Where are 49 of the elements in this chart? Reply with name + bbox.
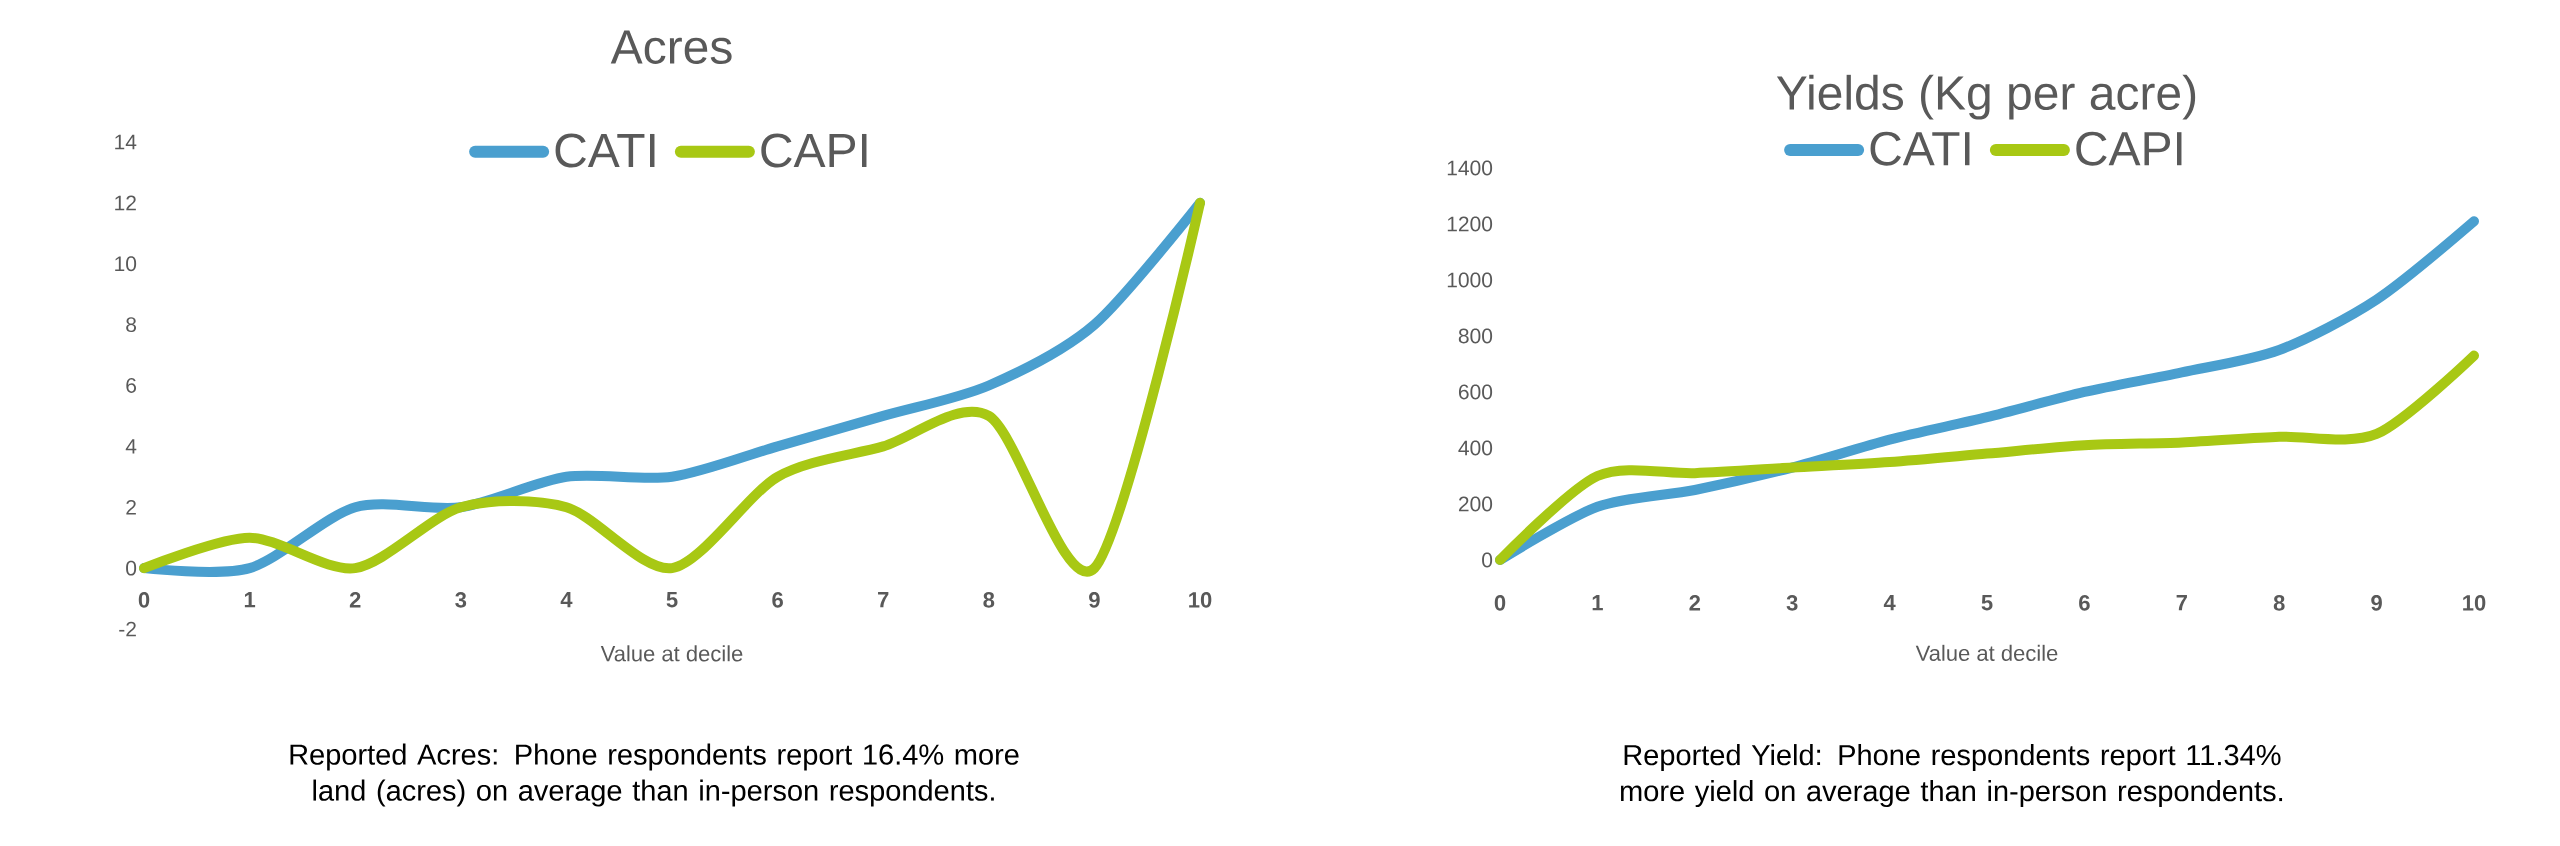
- x-tick-label: 6: [772, 592, 783, 608]
- x-tick-label: 6: [2079, 595, 2090, 611]
- y-tick-label: 1000: [1447, 272, 1493, 288]
- y-tick-label: 1400: [1447, 160, 1493, 176]
- y-tick-label: 10: [115, 256, 137, 272]
- x-tick-label: 2: [349, 592, 361, 608]
- text: Reported Acres: Phone respondents report 16.4% more land (acres) on average than in-person respondents.: [290, 743, 1019, 807]
- chart-title: Yields (Kg per acre): [1776, 74, 2196, 120]
- x-tick-label: 5: [666, 592, 678, 608]
- legend-label: CAPI: [2076, 131, 2182, 166]
- x-tick-label: 0: [1494, 595, 1506, 611]
- chart-title: Acres: [610, 30, 732, 64]
- x-tick-label: 9: [2371, 595, 2382, 611]
- y-tick-label: 4: [125, 439, 137, 454]
- y-tick-label: 800: [1458, 328, 1493, 344]
- y-tick-label: 0: [126, 560, 137, 576]
- y-tick-label: 8: [126, 317, 137, 333]
- y-tick-label: 400: [1458, 440, 1493, 456]
- y-tick-label: 2: [126, 499, 136, 515]
- y-tick-label: 12: [115, 195, 136, 211]
- x-tick-label: 10: [1189, 592, 1212, 608]
- x-tick-label: 0: [138, 592, 150, 608]
- x-tick-label: 7: [878, 592, 889, 608]
- x-tick-label: 9: [1089, 592, 1100, 608]
- x-tick-label: 2: [1689, 595, 1701, 611]
- legend-label: CAPI: [761, 133, 867, 168]
- x-axis-title: Value at decile: [1915, 644, 2058, 661]
- legend-label: CATI: [1870, 131, 1970, 166]
- legend-label: CATI: [555, 133, 655, 168]
- x-tick-label: 4: [560, 592, 573, 608]
- x-tick-label: 1: [244, 592, 256, 608]
- x-tick-label: 7: [2176, 595, 2187, 611]
- y-tick-label: 6: [126, 378, 137, 393]
- x-tick-label: 1: [1592, 595, 1603, 611]
- x-tick-label: 10: [2463, 595, 2486, 611]
- x-tick-label: 8: [2273, 595, 2285, 611]
- y-tick-label: 0: [1482, 552, 1493, 568]
- text: Reported Yield: Phone respondents report 11.34% more yield on average than in-person respondents.: [1620, 744, 2283, 808]
- x-tick-label: 5: [1981, 595, 1993, 611]
- y-tick-label: 600: [1458, 384, 1493, 400]
- y-tick-label: 1200: [1447, 216, 1493, 232]
- x-tick-label: 8: [983, 592, 995, 608]
- y-tick-label: 14: [115, 134, 137, 150]
- x-tick-label: 3: [455, 592, 467, 608]
- x-axis-title: Value at decile: [600, 645, 743, 662]
- y-tick-label: 200: [1458, 496, 1493, 512]
- y-tick-label: -2: [119, 621, 136, 637]
- x-tick-label: 3: [1786, 595, 1798, 611]
- x-tick-label: 4: [1883, 595, 1896, 611]
